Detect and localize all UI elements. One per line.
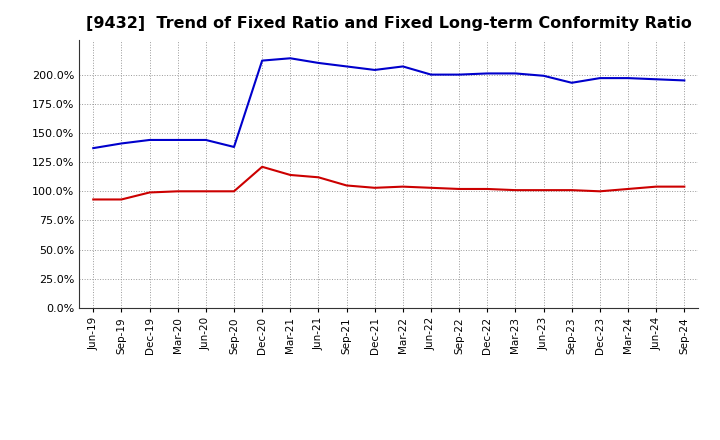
Fixed Ratio xyxy=(174,137,182,143)
Fixed Ratio xyxy=(370,67,379,73)
Fixed Long-term Conformity Ratio xyxy=(145,190,154,195)
Fixed Long-term Conformity Ratio xyxy=(680,184,688,189)
Fixed Ratio xyxy=(427,72,436,77)
Fixed Ratio xyxy=(258,58,266,63)
Fixed Long-term Conformity Ratio xyxy=(174,189,182,194)
Line: Fixed Long-term Conformity Ratio: Fixed Long-term Conformity Ratio xyxy=(94,167,684,199)
Fixed Ratio xyxy=(680,78,688,83)
Line: Fixed Ratio: Fixed Ratio xyxy=(94,58,684,148)
Title: [9432]  Trend of Fixed Ratio and Fixed Long-term Conformity Ratio: [9432] Trend of Fixed Ratio and Fixed Lo… xyxy=(86,16,692,32)
Fixed Ratio xyxy=(145,137,154,143)
Fixed Ratio xyxy=(595,76,604,81)
Fixed Long-term Conformity Ratio xyxy=(427,185,436,191)
Fixed Long-term Conformity Ratio xyxy=(624,186,632,191)
Fixed Long-term Conformity Ratio xyxy=(314,175,323,180)
Fixed Ratio xyxy=(202,137,210,143)
Fixed Ratio xyxy=(286,55,294,61)
Fixed Long-term Conformity Ratio xyxy=(399,184,408,189)
Fixed Long-term Conformity Ratio xyxy=(567,187,576,193)
Fixed Ratio xyxy=(342,64,351,69)
Fixed Ratio xyxy=(230,144,238,150)
Fixed Long-term Conformity Ratio xyxy=(230,189,238,194)
Fixed Long-term Conformity Ratio xyxy=(89,197,98,202)
Fixed Long-term Conformity Ratio xyxy=(342,183,351,188)
Fixed Ratio xyxy=(511,71,520,76)
Fixed Ratio xyxy=(314,60,323,66)
Fixed Ratio xyxy=(117,141,126,146)
Fixed Long-term Conformity Ratio xyxy=(539,187,548,193)
Fixed Ratio xyxy=(399,64,408,69)
Fixed Ratio xyxy=(483,71,492,76)
Fixed Long-term Conformity Ratio xyxy=(117,197,126,202)
Fixed Long-term Conformity Ratio xyxy=(652,184,660,189)
Fixed Long-term Conformity Ratio xyxy=(483,186,492,191)
Fixed Ratio xyxy=(539,73,548,78)
Fixed Ratio xyxy=(455,72,464,77)
Fixed Ratio xyxy=(567,80,576,85)
Fixed Long-term Conformity Ratio xyxy=(511,187,520,193)
Fixed Long-term Conformity Ratio xyxy=(370,185,379,191)
Fixed Ratio xyxy=(89,146,98,151)
Fixed Long-term Conformity Ratio xyxy=(455,186,464,191)
Fixed Long-term Conformity Ratio xyxy=(202,189,210,194)
Fixed Long-term Conformity Ratio xyxy=(286,172,294,178)
Fixed Ratio xyxy=(624,76,632,81)
Fixed Ratio xyxy=(652,77,660,82)
Fixed Long-term Conformity Ratio xyxy=(258,164,266,169)
Fixed Long-term Conformity Ratio xyxy=(595,189,604,194)
